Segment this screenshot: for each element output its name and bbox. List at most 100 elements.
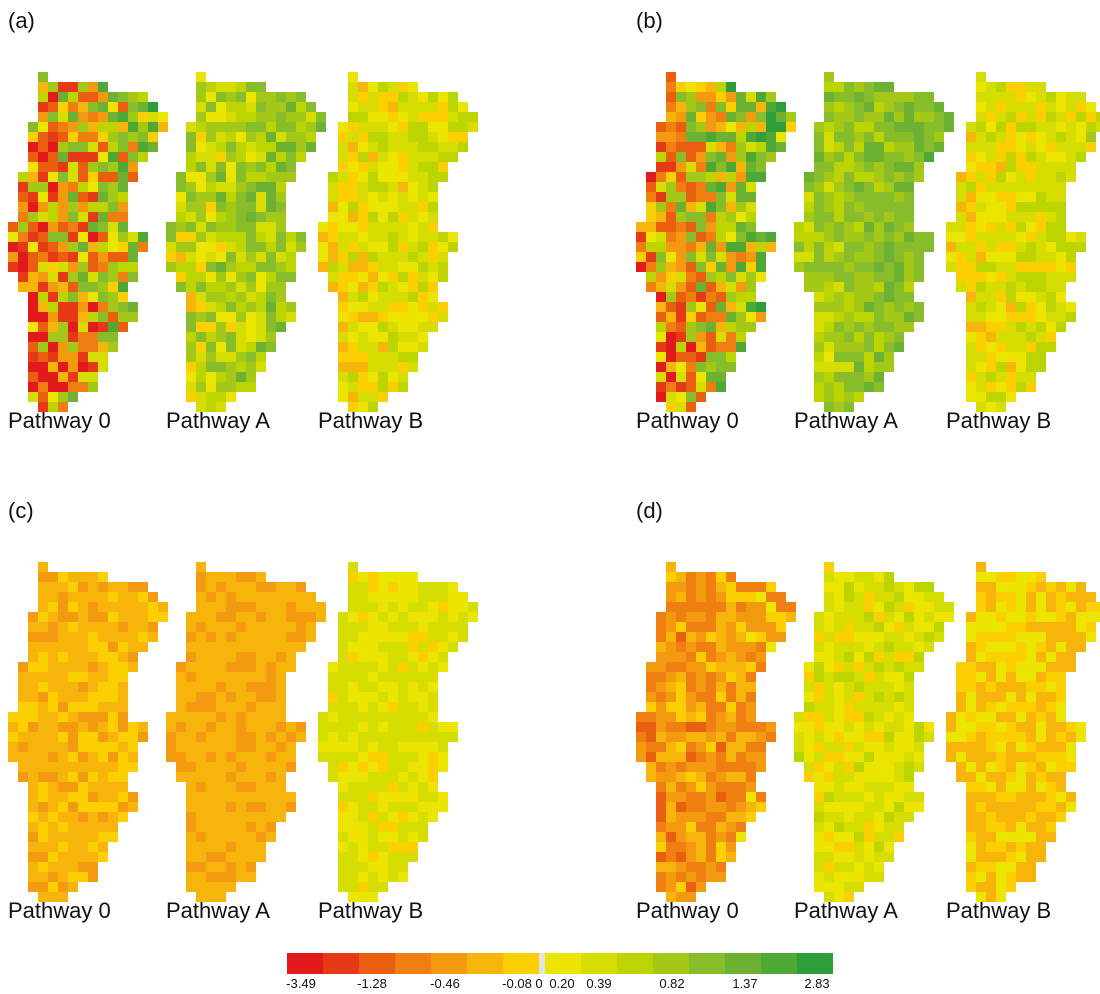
map-cell bbox=[726, 162, 736, 172]
map-cell bbox=[38, 312, 48, 322]
map-cell bbox=[864, 722, 874, 732]
map-cell bbox=[138, 122, 148, 132]
map-cell bbox=[78, 222, 88, 232]
map-cell bbox=[706, 112, 716, 122]
map-cell bbox=[236, 342, 246, 352]
map-cell bbox=[966, 702, 976, 712]
map-cell bbox=[986, 172, 996, 182]
map-cell bbox=[834, 112, 844, 122]
map-cell bbox=[176, 672, 186, 682]
map-cell bbox=[834, 102, 844, 112]
map-cell bbox=[128, 592, 138, 602]
map-cell bbox=[148, 132, 158, 142]
map-cell bbox=[696, 842, 706, 852]
map-cell bbox=[196, 402, 206, 412]
map-cell bbox=[38, 322, 48, 332]
map-cell bbox=[686, 822, 696, 832]
map-cell bbox=[786, 112, 796, 122]
map-cell bbox=[766, 582, 776, 592]
map-cell bbox=[186, 122, 196, 132]
map-cell bbox=[48, 572, 58, 582]
map-cell bbox=[716, 792, 726, 802]
map-cell bbox=[398, 812, 408, 822]
map-cell bbox=[398, 672, 408, 682]
map-cell bbox=[666, 182, 676, 192]
map-cell bbox=[418, 592, 428, 602]
map-cell bbox=[894, 252, 904, 262]
map-cell bbox=[38, 372, 48, 382]
map-cell bbox=[78, 812, 88, 822]
map-cell bbox=[216, 802, 226, 812]
map-cell bbox=[398, 92, 408, 102]
map-cell bbox=[266, 672, 276, 682]
map-cell bbox=[358, 702, 368, 712]
map-cell bbox=[706, 352, 716, 362]
map-cell bbox=[388, 822, 398, 832]
map-cell bbox=[48, 102, 58, 112]
map-cell bbox=[686, 612, 696, 622]
map-cell bbox=[706, 852, 716, 862]
map-cell bbox=[1056, 702, 1066, 712]
map-cell bbox=[844, 252, 854, 262]
map-cell bbox=[814, 202, 824, 212]
map-cell bbox=[358, 122, 368, 132]
map-cell bbox=[1036, 212, 1046, 222]
map-cell bbox=[834, 802, 844, 812]
map-cell bbox=[98, 732, 108, 742]
map-cell bbox=[358, 402, 368, 412]
map-cell bbox=[286, 102, 296, 112]
map-cell bbox=[1056, 652, 1066, 662]
map-cell bbox=[176, 252, 186, 262]
map-cell bbox=[338, 202, 348, 212]
map-cell bbox=[58, 872, 68, 882]
map-cell bbox=[914, 92, 924, 102]
map-cell bbox=[246, 312, 256, 322]
map-cell bbox=[804, 772, 814, 782]
map-cell bbox=[428, 122, 438, 132]
map-cell bbox=[726, 672, 736, 682]
map-cell bbox=[746, 662, 756, 672]
map-cell bbox=[338, 272, 348, 282]
map-cell bbox=[378, 322, 388, 332]
map-cell bbox=[388, 152, 398, 162]
map-cell bbox=[844, 222, 854, 232]
map-cell bbox=[884, 852, 894, 862]
map-cell bbox=[646, 172, 656, 182]
map-cell bbox=[1016, 172, 1026, 182]
map-cell bbox=[646, 702, 656, 712]
map-cell bbox=[398, 612, 408, 622]
map-cell bbox=[186, 752, 196, 762]
map-cell bbox=[834, 392, 844, 402]
map-cell bbox=[266, 722, 276, 732]
map-cell bbox=[844, 582, 854, 592]
map-cell bbox=[666, 602, 676, 612]
map-cell bbox=[58, 232, 68, 242]
map-cell bbox=[256, 242, 266, 252]
map-caption: Pathway B bbox=[318, 898, 424, 923]
map-cell bbox=[196, 822, 206, 832]
map-cell bbox=[736, 152, 746, 162]
map-cell bbox=[328, 272, 338, 282]
map-cell bbox=[676, 672, 686, 682]
map-cell bbox=[28, 802, 38, 812]
map-cell bbox=[226, 392, 236, 402]
map-cell bbox=[1076, 132, 1086, 142]
map-cell bbox=[348, 562, 358, 572]
map-cell bbox=[186, 222, 196, 232]
map-cell bbox=[996, 632, 1006, 642]
map-cell bbox=[894, 652, 904, 662]
map-cell bbox=[206, 802, 216, 812]
map-cell bbox=[676, 632, 686, 642]
map-cell bbox=[854, 592, 864, 602]
map-cell bbox=[226, 282, 236, 292]
map-cell bbox=[88, 572, 98, 582]
map-cell bbox=[736, 632, 746, 642]
map-cell bbox=[118, 282, 128, 292]
map-cell bbox=[338, 142, 348, 152]
map-cell bbox=[108, 272, 118, 282]
map-cell bbox=[98, 262, 108, 272]
map-cell bbox=[338, 362, 348, 372]
map-cell bbox=[884, 692, 894, 702]
map-cell bbox=[338, 882, 348, 892]
map-cell bbox=[824, 372, 834, 382]
